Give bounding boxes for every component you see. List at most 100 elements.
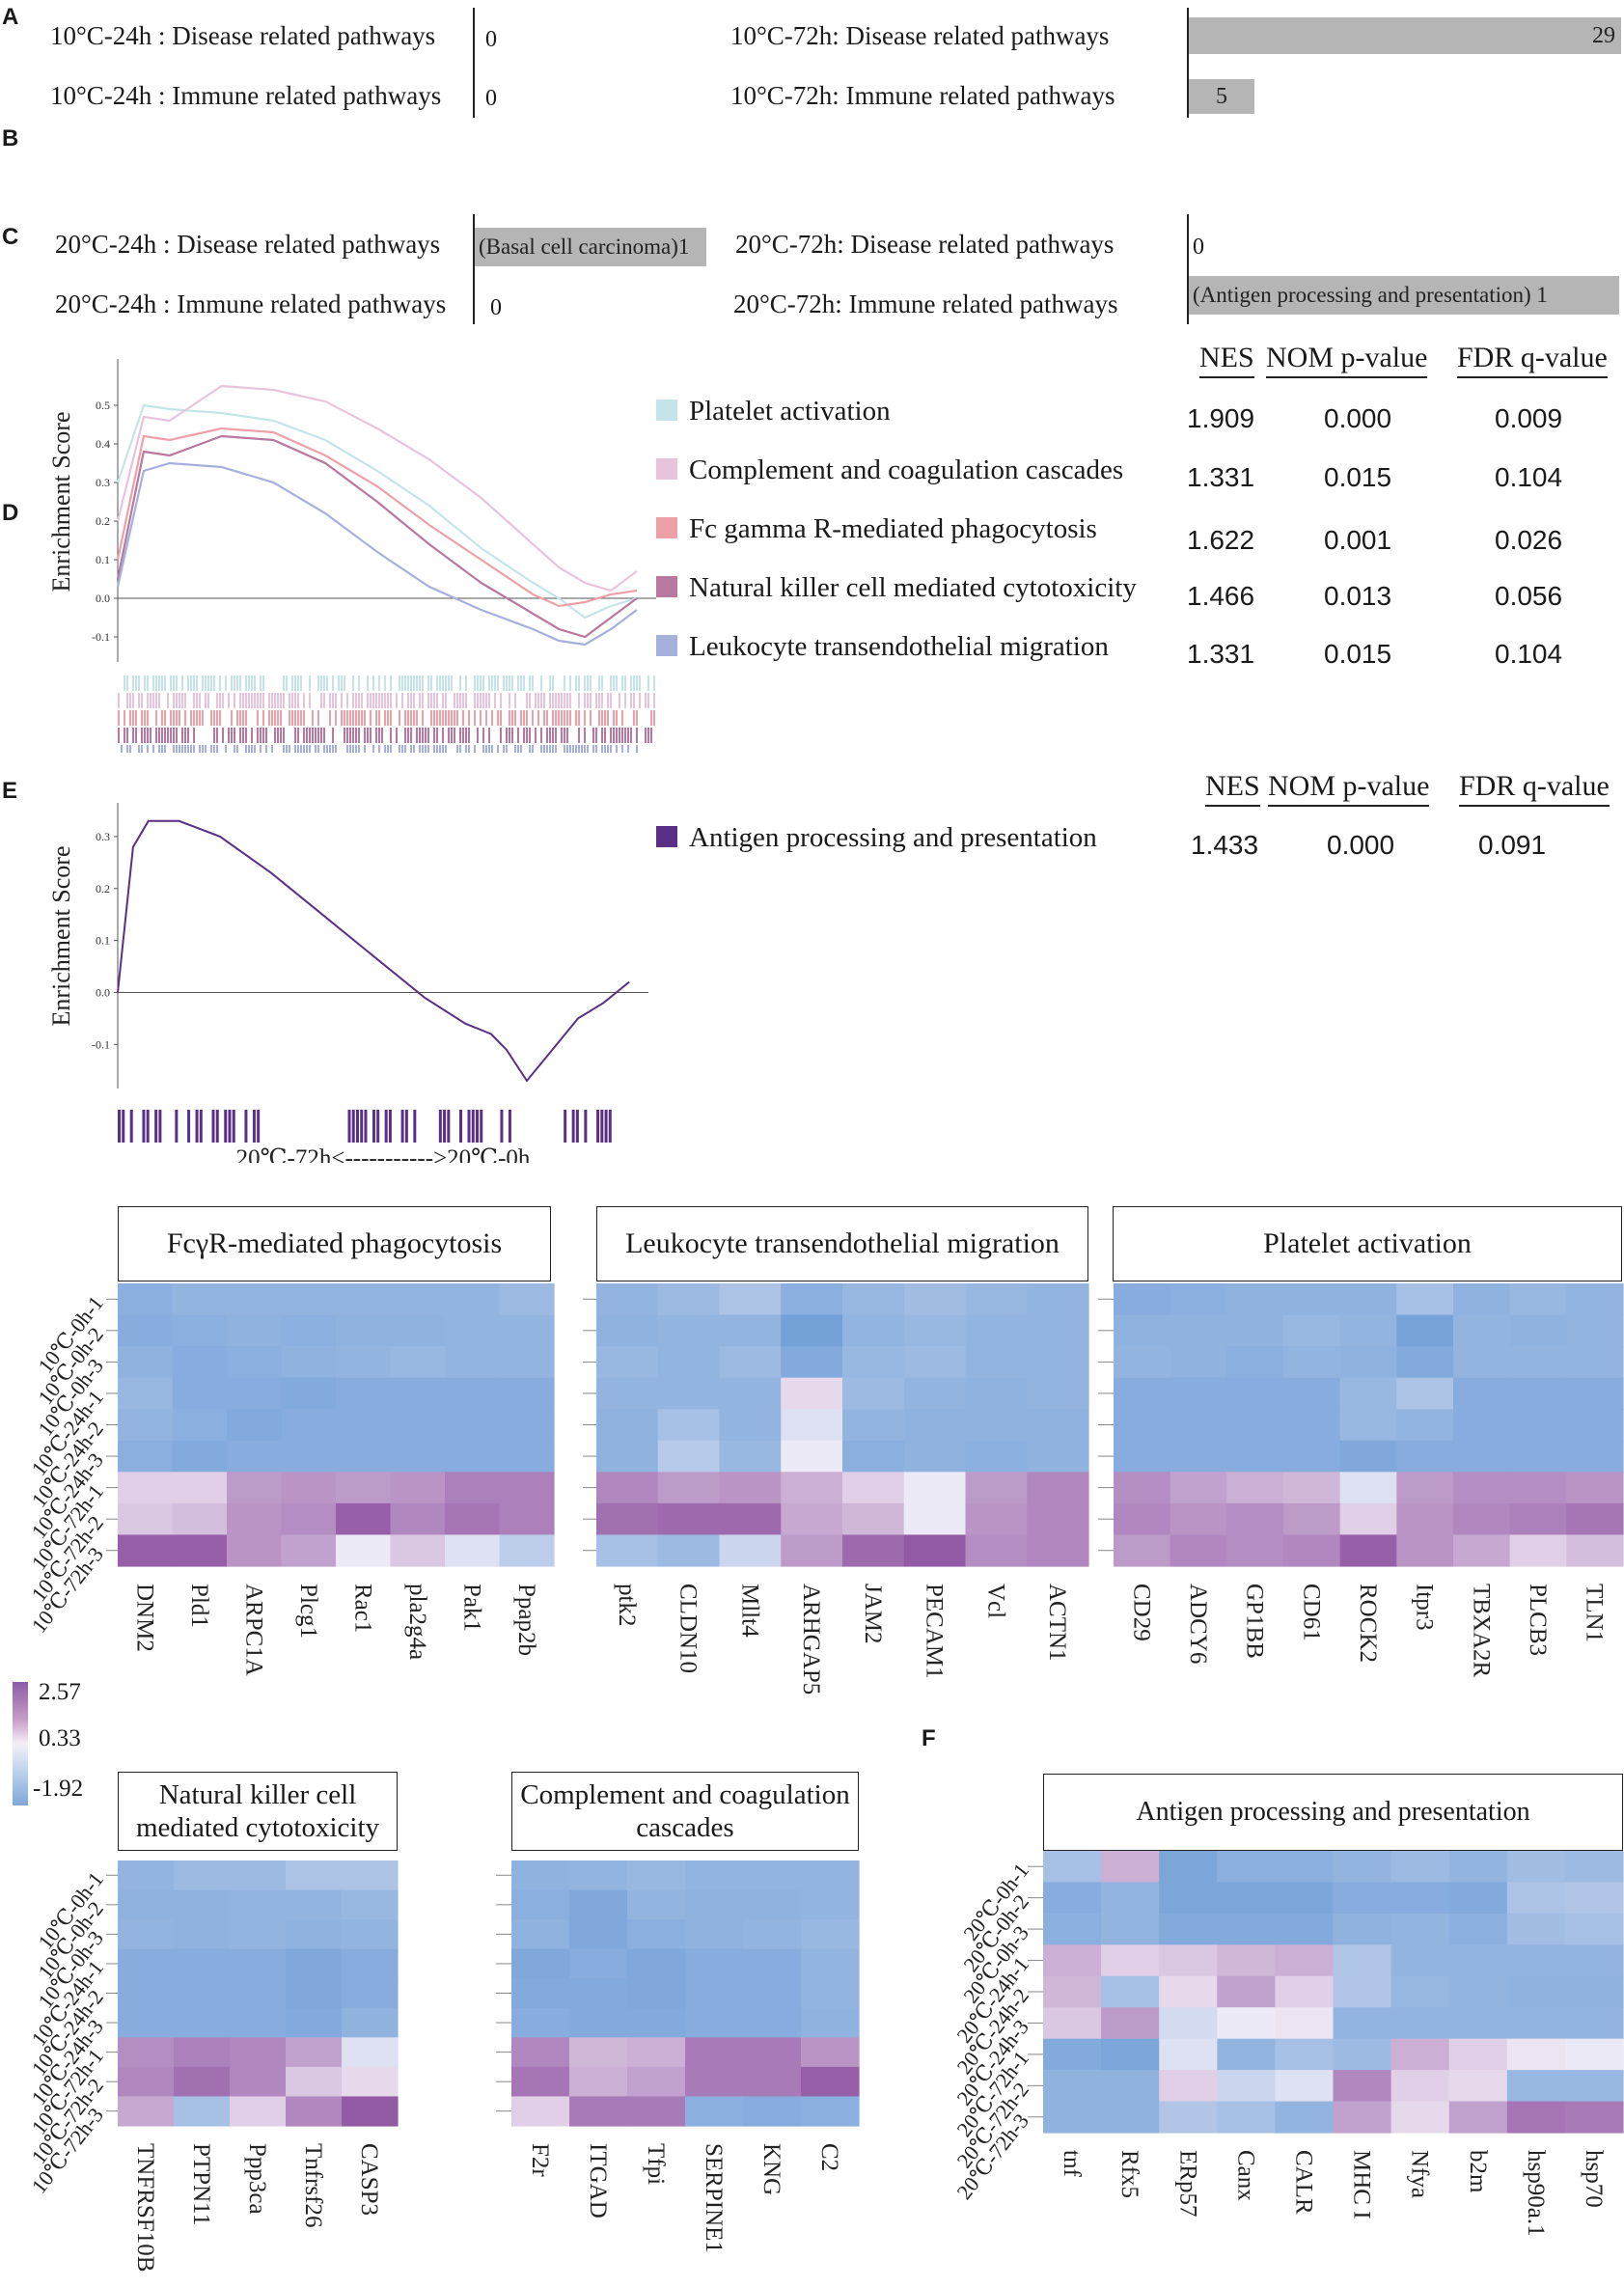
heatmap-cell: [1509, 1472, 1567, 1504]
heatmap: 10℃-0h-110℃-0h-210℃-0h-310℃-24h-110℃-24h…: [26, 1283, 555, 1676]
heatmap-cell: [657, 1377, 721, 1410]
col-label: Ppap2b: [513, 1584, 539, 1656]
heatmap-cell: [1448, 2007, 1508, 2040]
heatmap-cell: [342, 1948, 399, 1979]
heatmap-title-box: Natural killer cell mediated cytotoxicit…: [118, 1772, 398, 1851]
heatmap-cell: [1339, 1346, 1397, 1379]
heatmap-cell: [1226, 1472, 1284, 1504]
heatmap-cell: [172, 1377, 228, 1410]
heatmap-cell: [1159, 2007, 1218, 2040]
heatmap-cell: [1390, 2007, 1450, 2040]
heatmap-cell: [1283, 1283, 1341, 1316]
heatmap-cell: [1101, 1882, 1160, 1915]
heatmap-cell: [1217, 2101, 1276, 2134]
panel-b-bar: (Basal cell carcinoma)1: [475, 228, 706, 266]
heatmap-cell: [903, 1534, 967, 1567]
heatmap-cell: [657, 1440, 721, 1473]
panel-b-row-label: 20°C-24h : Disease related pathways: [55, 230, 441, 259]
heatmap-cell: [499, 1472, 555, 1504]
col-label: Mllt4: [736, 1584, 762, 1638]
hit-rug: [118, 728, 652, 743]
panel-a-bar: 29: [1189, 17, 1621, 54]
heatmap-cell: [1390, 1913, 1450, 1945]
heatmap-cell: [499, 1283, 555, 1316]
heatmap-cell: [1101, 2038, 1160, 2071]
heatmap-cell: [281, 1502, 337, 1536]
heatmap-cell: [1043, 1851, 1102, 1884]
stat-fdr: 0.104: [1495, 462, 1563, 492]
heatmap-cell: [445, 1472, 501, 1504]
heatmap-cell: [781, 1472, 843, 1504]
hit-rug: [118, 1110, 612, 1143]
heatmap-cell: [1333, 1944, 1392, 1977]
col-label: CLDN10: [675, 1584, 702, 1673]
stat-header-fdr: FDR q-value: [1459, 770, 1610, 807]
col-label: ADCY6: [1185, 1584, 1211, 1664]
stat-nom: 0.000: [1327, 830, 1395, 860]
legend-label: Platelet activation: [689, 396, 891, 427]
heatmap-cell: [1217, 1944, 1276, 1977]
panel-label-b: B: [2, 125, 19, 152]
heatmap-cell: [499, 1314, 555, 1347]
heatmap-cell: [1506, 1944, 1566, 1977]
heatmap-cell: [569, 2007, 628, 2038]
col-label: F2r: [527, 2143, 553, 2177]
heatmap-cell: [743, 1919, 802, 1950]
heatmap-cell: [801, 2096, 860, 2127]
x-axis-label: 20℃-72h<----------->20℃-0h: [236, 1145, 531, 1163]
heatmap-cell: [230, 1919, 287, 1950]
heatmap-cell: [1217, 1882, 1276, 1915]
heatmap-cell: [719, 1440, 782, 1473]
stat-fdr: 0.009: [1495, 403, 1563, 433]
heatmap-cell: [1339, 1502, 1397, 1536]
col-label: Rfx5: [1116, 2150, 1142, 2198]
heatmap-cell: [174, 1978, 231, 2009]
heatmap-cell: [511, 2007, 570, 2038]
heatmap-cell: [1390, 2038, 1450, 2071]
heatmap-cell: [118, 2037, 175, 2068]
heatmap-cell: [118, 1409, 174, 1442]
panel-b-row-label: 20°C-24h : Immune related pathways: [55, 289, 447, 318]
heatmap-cell: [281, 1534, 337, 1567]
heatmap-cell: [627, 2037, 686, 2068]
heatmap-cell: [342, 1978, 399, 2009]
heatmap-cell: [1453, 1314, 1511, 1347]
col-label: SERPINE1: [701, 2143, 727, 2253]
heatmap-cell: [1506, 2007, 1566, 2040]
stat-nom: 0.015: [1324, 639, 1392, 669]
heatmap-cell: [903, 1502, 967, 1536]
heatmap-cell: [499, 1440, 555, 1473]
heatmap-cell: [801, 2066, 860, 2098]
heatmap-cell: [781, 1283, 843, 1316]
heatmap-cell: [511, 1978, 570, 2009]
heatmap-cell: [1170, 1440, 1227, 1473]
y-tick-label: 0.2: [96, 882, 110, 896]
heatmap-cell: [1226, 1283, 1284, 1316]
heatmap-cell: [1448, 1913, 1508, 1945]
heatmap-cell: [174, 1948, 231, 1979]
heatmap-cell: [1453, 1346, 1511, 1379]
heatmap-cell: [1333, 2038, 1392, 2071]
col-label: ACTN1: [1044, 1584, 1070, 1662]
panel-label-c: C: [2, 224, 19, 250]
stat-header-nom: NOM p-value: [1266, 342, 1428, 378]
heatmap-cell: [685, 1919, 744, 1950]
heatmap-cell: [719, 1377, 782, 1410]
heatmap-cell: [172, 1283, 228, 1316]
y-tick-label: 0.5: [96, 399, 110, 412]
heatmap-cell: [1217, 2070, 1276, 2103]
hit-rug: [121, 745, 638, 753]
heatmap-cell: [118, 2066, 175, 2098]
heatmap-cell: [1283, 1314, 1341, 1347]
heatmap-cell: [1448, 2101, 1508, 2134]
es-curve: [117, 819, 630, 1083]
heatmap-cell: [1396, 1377, 1454, 1410]
legend-swatch: [656, 458, 677, 481]
y-tick-label: -0.1: [92, 630, 110, 644]
heatmap-cell: [627, 1978, 686, 2009]
heatmap-cell: [569, 1860, 628, 1891]
heatmap-cell: [390, 1346, 446, 1379]
heatmap-cell: [965, 1346, 1028, 1379]
stat-fdr: 0.026: [1495, 525, 1563, 555]
heatmap-cell: [172, 1440, 228, 1473]
